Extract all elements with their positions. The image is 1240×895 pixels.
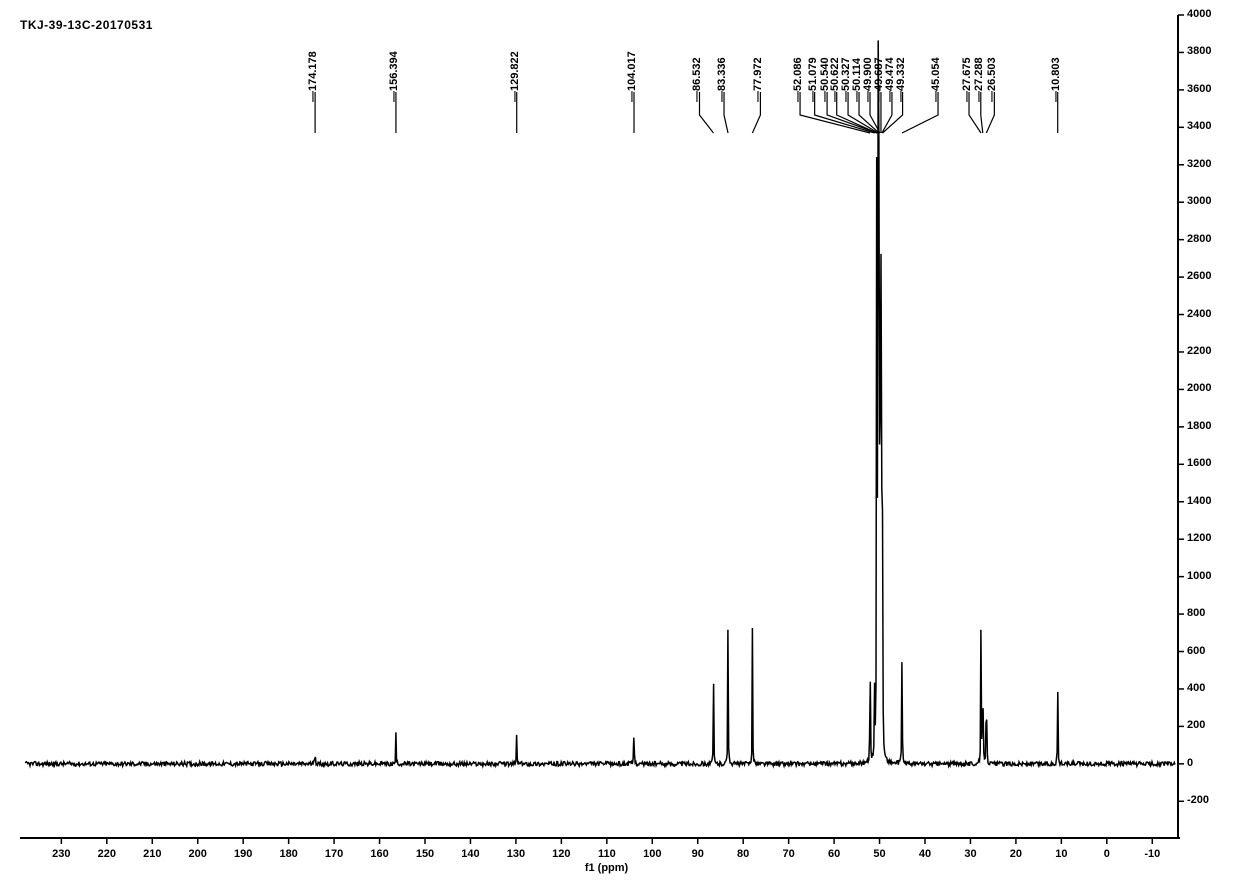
peak-label: —51.079 (807, 57, 819, 102)
y-tick-label: 800 (1187, 607, 1205, 619)
x-tick-label: 40 (919, 848, 931, 860)
y-tick-label: 2800 (1187, 233, 1211, 245)
x-tick-label: 150 (416, 848, 434, 860)
peak-label: —156.394 (388, 51, 400, 102)
x-tick-label: 190 (234, 848, 252, 860)
x-tick-label: 10 (1055, 848, 1067, 860)
x-tick-label: 180 (279, 848, 297, 860)
y-tick-label: 3400 (1187, 120, 1211, 132)
x-tick-label: -10 (1144, 848, 1160, 860)
x-axis-title: f1 (ppm) (585, 862, 628, 874)
peak-label: —49.332 (895, 57, 907, 102)
peak-label: —50.622 (829, 57, 841, 102)
y-tick-label: 1000 (1187, 570, 1211, 582)
y-tick-label: 2600 (1187, 270, 1211, 282)
y-tick-label: 0 (1187, 757, 1193, 769)
y-tick-label: 3600 (1187, 83, 1211, 95)
y-tick-label: 3000 (1187, 195, 1211, 207)
y-tick-label: 4000 (1187, 8, 1211, 20)
x-tick-label: 210 (143, 848, 161, 860)
x-tick-label: 220 (98, 848, 116, 860)
y-tick-label: 2400 (1187, 308, 1211, 320)
y-tick-label: 200 (1187, 719, 1205, 731)
peak-label: —86.532 (691, 57, 703, 102)
x-tick-label: 120 (552, 848, 570, 860)
x-tick-label: 170 (325, 848, 343, 860)
y-tick-label: 600 (1187, 645, 1205, 657)
spectrum-plot (0, 0, 1240, 895)
y-tick-label: 1800 (1187, 420, 1211, 432)
x-tick-label: 110 (598, 848, 616, 860)
peak-label: —45.054 (930, 57, 942, 102)
peak-label: —27.675 (961, 57, 973, 102)
peak-label: —27.288 (973, 57, 985, 102)
peak-label: —10.803 (1050, 57, 1062, 102)
x-tick-label: 100 (643, 848, 661, 860)
x-tick-label: 230 (52, 848, 70, 860)
y-tick-label: 2000 (1187, 382, 1211, 394)
y-tick-label: 1200 (1187, 532, 1211, 544)
x-tick-label: 200 (189, 848, 207, 860)
y-tick-label: 1600 (1187, 457, 1211, 469)
x-tick-label: 50 (873, 848, 885, 860)
y-tick-label: 2200 (1187, 345, 1211, 357)
y-tick-label: 3800 (1187, 45, 1211, 57)
peak-label: —26.503 (986, 57, 998, 102)
nmr-spectrum-container: { "sample_label": "TKJ-39-13C-20170531",… (0, 0, 1240, 895)
peak-label: —104.017 (626, 51, 638, 102)
x-tick-label: 30 (964, 848, 976, 860)
peak-label: —52.086 (792, 57, 804, 102)
x-tick-label: 160 (370, 848, 388, 860)
x-tick-label: 80 (737, 848, 749, 860)
peak-label: —174.178 (307, 51, 319, 102)
y-tick-label: 1400 (1187, 495, 1211, 507)
y-tick-label: -200 (1187, 794, 1209, 806)
x-tick-label: 130 (507, 848, 525, 860)
peak-label: —129.822 (509, 51, 521, 102)
peak-label: —77.972 (752, 57, 764, 102)
y-tick-label: 3200 (1187, 158, 1211, 170)
x-tick-label: 90 (692, 848, 704, 860)
x-tick-label: 70 (783, 848, 795, 860)
y-tick-label: 400 (1187, 682, 1205, 694)
x-tick-label: 0 (1104, 848, 1110, 860)
x-tick-label: 140 (461, 848, 479, 860)
x-tick-label: 20 (1010, 848, 1022, 860)
peak-label: —83.336 (716, 57, 728, 102)
x-tick-label: 60 (828, 848, 840, 860)
